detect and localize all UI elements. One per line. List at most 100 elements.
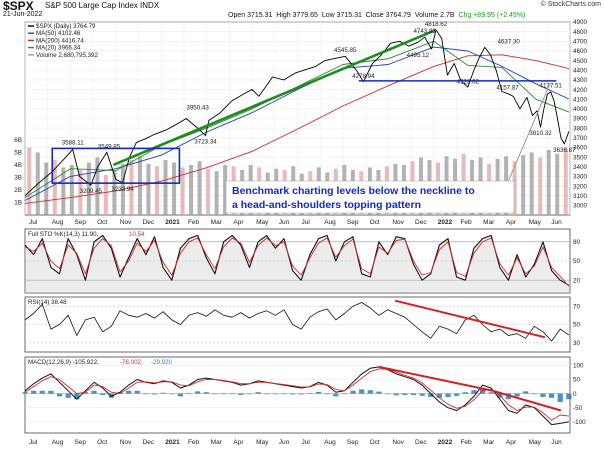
volume-bar (112, 170, 117, 215)
price-y-tick-label: 3200 (573, 183, 588, 190)
price-data-label: 3810.32 (529, 130, 552, 137)
x-axis-label: Apr (233, 219, 244, 226)
macd-histogram-bar (557, 393, 563, 403)
x-axis-label: Mar (211, 219, 223, 226)
volume-bar (95, 157, 100, 215)
ma20-line (24, 40, 570, 198)
x-axis-label-bottom: Mar (211, 439, 223, 446)
change-value: Chg +89.95 (+2.45%) (458, 12, 526, 19)
macd-histogram-bar (264, 393, 270, 395)
x-axis-label: May (256, 219, 269, 226)
price-data-label: 4177.51 (540, 83, 563, 90)
volume-bar (206, 168, 211, 215)
x-axis-label-bottom: 2022 (438, 439, 453, 446)
x-axis-label-bottom: Nov (392, 439, 404, 446)
macd-y-tick-label: 0 (573, 391, 577, 398)
volume-y-tick-label: 1B (14, 200, 22, 207)
macd-histogram-bar (65, 393, 71, 398)
volume-bar (146, 163, 151, 215)
x-axis-label-bottom: Sep (74, 439, 86, 446)
volume-bar (223, 165, 228, 215)
price-y-tick-label: 3400 (573, 164, 588, 171)
macd-histogram-bar (290, 393, 296, 395)
price-y-tick-label: 3500 (573, 154, 588, 161)
price-y-tick-label: 4200 (573, 87, 588, 94)
stoch-y-tick-label: 80 (573, 239, 581, 246)
volume-bar (172, 162, 177, 215)
macd-histogram-bar (186, 393, 192, 394)
volume-bar (529, 152, 534, 215)
macd-histogram-bar (428, 393, 434, 397)
stoch-y-tick-label: 20 (573, 277, 581, 284)
macd-histogram-bar (410, 393, 417, 395)
x-axis-label: Jul (29, 219, 38, 226)
macd-histogram-bar (454, 393, 460, 396)
x-axis-label: May (529, 219, 542, 226)
annotation-text-line2: a head-and-shoulders topping pattern (232, 199, 421, 211)
rsi-red-trendline (394, 299, 546, 339)
macd-histogram-bar (91, 390, 97, 394)
macd-histogram-bar (566, 393, 572, 400)
x-axis-label: Oct (370, 219, 380, 226)
macd-histogram-bar (272, 393, 278, 395)
price-data-label: 4545.85 (334, 47, 357, 54)
macd-histogram-bar (298, 393, 304, 395)
price-data-label: 3950.43 (186, 105, 209, 112)
volume-bar (180, 167, 185, 215)
high-value: High 3779.65 (276, 12, 318, 19)
macd-histogram-bar (195, 391, 201, 394)
price-y-tick-label: 4600 (573, 48, 588, 55)
macd-histogram-bar (359, 389, 365, 394)
x-axis-label-bottom: Oct (97, 439, 107, 446)
stoch-label: Full STO %K(14,3) 11.90, (28, 231, 99, 238)
x-axis-label: Sep (74, 219, 86, 226)
price-y-tick-label: 4000 (573, 106, 588, 113)
annotation-box (225, 180, 515, 214)
brand-logo: © StockCharts.com (540, 1, 601, 8)
price-data-label: 4818.62 (425, 21, 448, 28)
volume-bar (512, 161, 517, 215)
x-axis-label: Nov (120, 219, 132, 226)
macd-histogram-bar (82, 392, 89, 394)
x-axis-label: Mar (483, 219, 495, 226)
x-axis-label: Oct (97, 219, 107, 226)
macd-histogram-bar (212, 393, 218, 395)
volume-bar (86, 162, 91, 215)
price-y-tick-label: 4100 (573, 96, 588, 103)
macd-histogram-bar (31, 390, 37, 394)
macd-histogram-bar (341, 393, 348, 395)
rsi-y-tick-label: 70 (573, 303, 581, 310)
price-y-tick-label: 4900 (573, 19, 588, 26)
price-y-tick-label: 4800 (573, 29, 588, 36)
macd-value3: -29.920 (151, 359, 173, 366)
x-axis-label: Dec (143, 219, 155, 226)
volume-y-tick-label: 6B (14, 137, 22, 144)
macd-histogram-bar (462, 392, 468, 394)
rsi-y-tick-label: 30 (573, 340, 581, 347)
x-axis-label-bottom: Jul (29, 439, 38, 446)
ma200-line (24, 54, 570, 204)
macd-y-tick-label: -50 (573, 405, 583, 412)
stoch-y-tick-label: 50 (573, 258, 581, 265)
macd-histogram-bar (505, 393, 512, 400)
macd-histogram-bar (229, 393, 235, 395)
volume-bar (538, 157, 543, 215)
x-axis-label-bottom: Feb (188, 439, 200, 446)
volume-y-tick-label: 4B (14, 162, 22, 169)
x-axis-label: Aug (324, 219, 336, 226)
macd-histogram-bar (315, 391, 322, 394)
macd-histogram-bar (22, 392, 28, 394)
chart-header: $SPX S&P 500 Large Cap Index INDX 21-Jun… (0, 0, 605, 20)
macd-histogram-bar (307, 393, 313, 394)
price-y-tick-label: 4700 (573, 39, 588, 46)
ticker-description: S&P 500 Large Cap Index INDX (45, 1, 159, 10)
macd-histogram-bar (324, 393, 330, 395)
macd-histogram-bar (540, 393, 546, 397)
pointer-line (508, 84, 551, 181)
x-axis-label: 2022 (438, 219, 453, 226)
volume-y-tick-label: 5B (14, 150, 22, 157)
price-y-tick-label: 3300 (573, 174, 588, 181)
x-axis-label: Jun (551, 219, 562, 226)
macd-histogram-bar (203, 392, 209, 394)
price-data-label: 3723.34 (194, 139, 217, 146)
